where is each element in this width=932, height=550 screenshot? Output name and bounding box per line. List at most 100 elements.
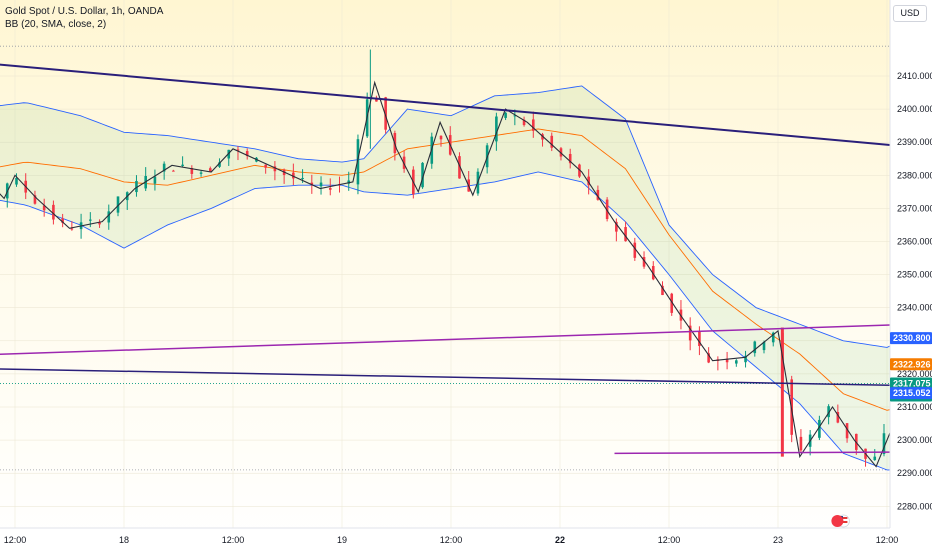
candle-body <box>384 97 387 130</box>
y-tick-label: 2370.000 <box>897 203 932 213</box>
candle-body <box>624 227 627 242</box>
candle-body <box>495 116 498 142</box>
candle-body <box>42 205 46 211</box>
candle-body <box>642 256 646 267</box>
candle-body <box>273 166 277 172</box>
candle-body <box>744 355 747 363</box>
wave-pattern-line <box>0 80 932 468</box>
candle-body <box>522 119 526 126</box>
y-tick-label: 2320.000 <box>897 369 932 379</box>
price-tag-value: 2322.926 <box>893 359 931 369</box>
candle-body <box>504 112 507 118</box>
x-tick-label: 12:00 <box>4 535 27 545</box>
price-axis-panel[interactable] <box>890 0 932 550</box>
y-tick-label: 2290.000 <box>897 468 932 478</box>
x-tick-label: 12:00 <box>876 535 899 545</box>
x-tick-label: 22 <box>555 535 565 545</box>
candle-body <box>347 180 351 184</box>
x-tick-label: 12:00 <box>222 535 245 545</box>
chart-legend: Gold Spot / U.S. Dollar, 1h, OANDA BB (2… <box>5 5 163 31</box>
trendlines-layer <box>0 56 932 455</box>
candle-body <box>568 153 572 164</box>
x-tick-label: 19 <box>337 535 347 545</box>
price-tag[interactable] <box>890 332 932 345</box>
candle-body <box>725 358 729 363</box>
candle-body <box>753 341 757 354</box>
candle-body <box>52 204 55 220</box>
upper-descending-trendline[interactable] <box>0 56 932 202</box>
candle-body <box>301 177 304 179</box>
flash-event-icon[interactable] <box>831 515 844 527</box>
price-tag[interactable] <box>890 387 932 400</box>
candle-body <box>596 189 600 200</box>
candle-body <box>236 149 240 151</box>
wave-path-layer <box>0 80 932 468</box>
y-tick-label: 2400.000 <box>897 104 932 114</box>
candle-body <box>356 139 360 185</box>
candle-body <box>762 341 766 351</box>
candle-body <box>688 325 692 341</box>
y-tick-label: 2360.000 <box>897 237 932 247</box>
x-tick-label: 18 <box>119 535 129 545</box>
candle-body <box>89 219 92 221</box>
candle-body <box>550 135 554 148</box>
candle-body <box>245 151 249 157</box>
candle-body <box>615 221 618 232</box>
x-tick-label: 12:00 <box>440 535 463 545</box>
indicator-label[interactable]: BB (20, SMA, close, 2) <box>5 19 107 30</box>
candle-body <box>707 353 710 363</box>
candle-body <box>735 360 738 364</box>
candle-body <box>172 170 175 172</box>
grid-layer <box>0 0 890 528</box>
candle-body <box>818 419 821 438</box>
candle-body <box>199 172 203 174</box>
candle-body <box>264 164 267 168</box>
symbol-title[interactable]: Gold Spot / U.S. Dollar, 1h, OANDA <box>5 6 164 17</box>
upper-rising-channel-line[interactable] <box>0 304 932 357</box>
candle-body <box>513 115 517 117</box>
y-tick-label: 2300.000 <box>897 435 932 445</box>
price-tag-value: 2317.075 <box>893 378 931 388</box>
candle-body <box>292 172 295 179</box>
candle-body <box>827 406 830 418</box>
candle-body <box>61 218 64 223</box>
candle-body <box>162 163 166 172</box>
flag-stripe <box>839 517 848 519</box>
candle-body <box>633 242 637 258</box>
candle-body <box>33 195 37 204</box>
y-tick-label: 2310.000 <box>897 402 932 412</box>
candle-body <box>845 423 849 439</box>
candle-body <box>328 188 332 190</box>
x-tick-label: 12:00 <box>658 535 681 545</box>
y-tick-label: 2340.000 <box>897 303 932 313</box>
candle-body <box>587 176 590 186</box>
support-line[interactable] <box>614 450 932 455</box>
candle-body <box>421 162 424 188</box>
price-tag[interactable] <box>890 358 932 371</box>
candle-body <box>605 199 609 219</box>
lower-descending-trendline[interactable] <box>0 367 932 397</box>
y-tick-label: 2380.000 <box>897 170 932 180</box>
time-axis-panel[interactable] <box>0 528 932 550</box>
candle-body <box>375 98 378 102</box>
y-tick-label: 2280.000 <box>897 501 932 511</box>
bollinger-band-fill <box>0 85 932 470</box>
candle-body <box>458 156 461 179</box>
candle-body <box>836 412 840 423</box>
y-tick-label: 2350.000 <box>897 270 932 280</box>
candle-body <box>116 196 120 213</box>
x-tick-label: 23 <box>773 535 783 545</box>
y-tick-label: 2410.000 <box>897 71 932 81</box>
candle-body <box>208 168 212 172</box>
candle-body <box>698 331 701 347</box>
candle-body <box>107 211 111 223</box>
candle-body <box>190 168 194 174</box>
candle-body <box>218 162 221 167</box>
candle-body <box>651 266 655 280</box>
currency-button[interactable]: USD <box>893 5 927 22</box>
candle-body <box>799 436 803 451</box>
flag-stripe <box>839 521 848 523</box>
